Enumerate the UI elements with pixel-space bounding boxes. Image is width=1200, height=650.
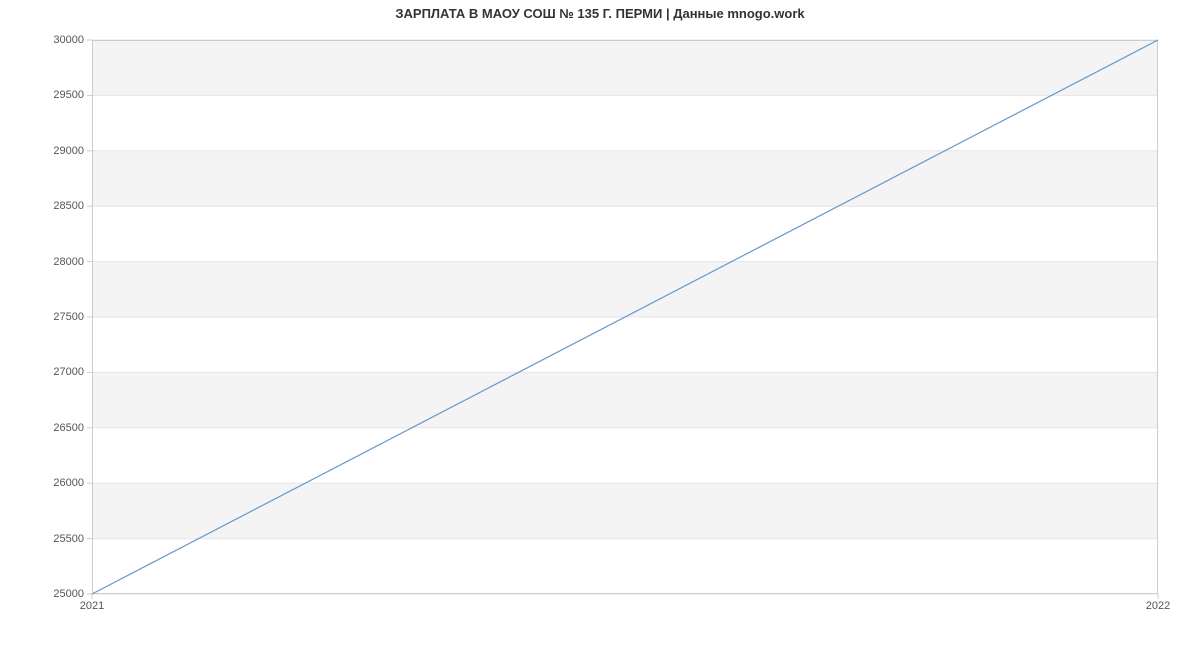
plot-area: 2500025500260002650027000275002800028500…: [92, 40, 1158, 594]
y-tick-label: 26000: [53, 477, 84, 489]
y-tick-label: 29000: [53, 145, 84, 157]
y-tick-label: 30000: [53, 34, 84, 46]
x-tick-label: 2021: [80, 600, 104, 612]
y-tick-label: 27000: [53, 366, 84, 378]
y-tick-label: 29500: [53, 89, 84, 101]
salary-line-chart: ЗАРПЛАТА В МАОУ СОШ № 135 Г. ПЕРМИ | Дан…: [0, 0, 1200, 650]
x-tick-label: 2022: [1146, 600, 1170, 612]
chart-title: ЗАРПЛАТА В МАОУ СОШ № 135 Г. ПЕРМИ | Дан…: [0, 6, 1200, 21]
y-tick-label: 25000: [53, 588, 84, 600]
y-tick-label: 27500: [53, 311, 84, 323]
y-tick-label: 28500: [53, 200, 84, 212]
y-tick-label: 26500: [53, 422, 84, 434]
y-tick-label: 25500: [53, 533, 84, 545]
chart-svg: [92, 40, 1158, 594]
y-tick-label: 28000: [53, 256, 84, 268]
